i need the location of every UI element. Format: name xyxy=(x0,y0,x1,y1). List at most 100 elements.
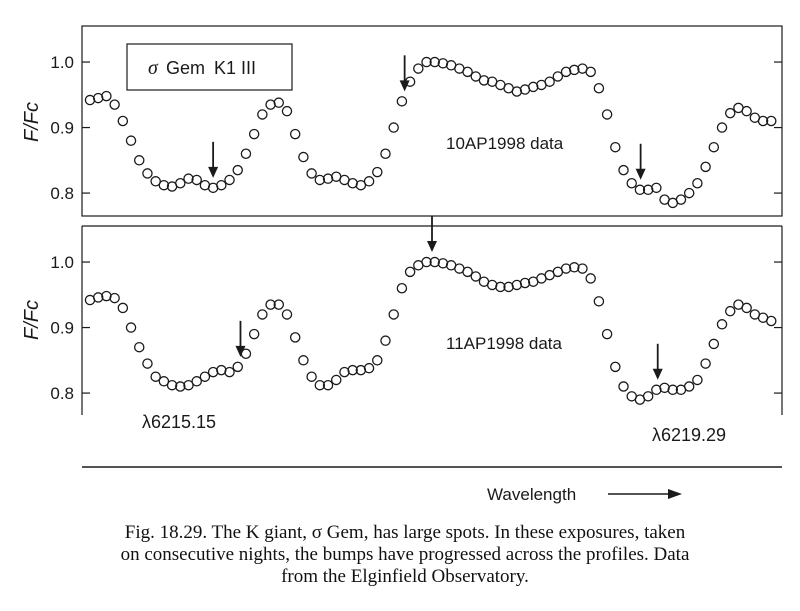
bottom-data-point xyxy=(273,299,285,310)
bottom-data-point xyxy=(92,292,104,303)
bottom-data-point xyxy=(306,371,317,382)
bottom-data-point xyxy=(560,263,572,274)
top-data-point xyxy=(642,184,654,196)
top-data-point xyxy=(610,141,621,153)
top-data-point xyxy=(741,105,752,117)
top-data-point xyxy=(585,66,596,78)
top-annotation: 10AP1998 data xyxy=(446,134,564,153)
bottom-ytick-label: 0.9 xyxy=(50,319,74,338)
top-ytick-label: 0.9 xyxy=(50,119,74,138)
bottom-bump-arrows xyxy=(235,216,663,380)
bottom-data-point xyxy=(519,277,531,289)
bottom-data-point xyxy=(388,309,399,320)
top-data-point xyxy=(757,115,769,127)
bottom-data-point xyxy=(183,379,194,391)
down-arrow-icon xyxy=(235,320,246,357)
bottom-data-point xyxy=(347,364,358,376)
bottom-data-point xyxy=(265,299,276,310)
bottom-data-point xyxy=(330,374,342,386)
top-data-point xyxy=(281,105,293,117)
top-data-point xyxy=(552,71,564,82)
caption-line-1: Fig. 18.29. The K giant, σ Gem, has larg… xyxy=(124,522,686,543)
top-data-point xyxy=(634,184,646,196)
top-data-point xyxy=(675,194,687,205)
down-arrow-icon xyxy=(635,143,646,180)
bottom-data-point xyxy=(462,266,473,278)
top-data-point xyxy=(216,179,227,191)
bottom-ytick-label: 0.8 xyxy=(50,384,74,403)
bottom-data-point xyxy=(700,358,711,369)
top-data-point xyxy=(355,179,367,191)
bottom-annotation: 11AP1998 data xyxy=(446,334,562,353)
top-data-point xyxy=(289,128,301,140)
top-data-point xyxy=(626,177,637,189)
top-data-point xyxy=(560,66,572,78)
bottom-data-point xyxy=(363,362,375,374)
top-data-point xyxy=(413,63,424,74)
top-data-point xyxy=(601,109,613,120)
bottom-data-point xyxy=(298,355,309,366)
top-data-point xyxy=(388,122,399,133)
bottom-data-points xyxy=(84,256,777,405)
top-data-point xyxy=(133,155,145,166)
top-data-point xyxy=(766,115,777,127)
top-data-point xyxy=(724,107,736,119)
bottom-data-point xyxy=(724,305,736,317)
bottom-data-point xyxy=(642,391,654,402)
bottom-data-point xyxy=(470,271,482,282)
top-ytick-label: 1.0 xyxy=(50,53,74,72)
down-arrow-icon xyxy=(427,216,437,253)
top-ytick-label: 0.8 xyxy=(50,184,74,203)
top-data-point xyxy=(298,151,309,163)
bottom-data-point xyxy=(593,296,605,307)
top-data-point xyxy=(306,168,317,179)
bottom-data-point xyxy=(741,302,752,314)
bottom-data-point xyxy=(511,279,523,291)
top-data-point xyxy=(527,81,539,93)
bottom-data-point xyxy=(692,374,703,386)
down-arrow-icon xyxy=(652,343,663,380)
down-arrow-icon xyxy=(399,55,410,92)
bottom-data-point xyxy=(109,292,120,304)
top-data-point xyxy=(470,71,482,82)
top-data-point xyxy=(363,176,375,187)
bottom-data-point xyxy=(404,266,416,278)
top-data-point xyxy=(117,115,129,127)
bottom-data-point xyxy=(248,328,260,340)
top-data-point xyxy=(478,75,490,86)
caption-line-3: from the Elginfield Observatory. xyxy=(281,566,529,587)
top-data-point xyxy=(462,66,473,78)
top-data-point xyxy=(183,173,194,184)
top-ylabel: F/Fc xyxy=(21,102,43,142)
top-data-point xyxy=(314,174,326,186)
legend-spectral-type: K1 III xyxy=(214,58,256,78)
top-data-point xyxy=(92,92,104,104)
bottom-data-point xyxy=(610,361,621,373)
top-data-point xyxy=(593,82,605,94)
top-data-point xyxy=(191,174,202,186)
legend-box xyxy=(126,43,293,91)
bottom-data-point xyxy=(199,371,211,382)
top-data-point xyxy=(101,90,112,102)
bottom-data-point xyxy=(437,258,449,269)
top-panel-frame xyxy=(81,25,783,217)
top-data-point xyxy=(265,99,276,110)
legend-star-symbol: σ xyxy=(148,57,159,79)
bottom-data-point xyxy=(101,290,112,302)
top-data-point xyxy=(158,179,170,191)
bottom-data-point xyxy=(125,322,137,333)
bottom-data-point xyxy=(495,281,506,293)
bottom-data-point xyxy=(289,332,301,343)
figure-caption: Fig. 18.29. The K giant, σ Gem, has larg… xyxy=(40,522,770,588)
top-data-point xyxy=(700,161,711,173)
bottom-data-point xyxy=(577,263,588,274)
bottom-data-point xyxy=(601,328,613,340)
top-data-point xyxy=(257,109,268,120)
bottom-data-point xyxy=(339,366,350,378)
bottom-data-point xyxy=(150,371,161,382)
bottom-data-point xyxy=(207,366,219,378)
top-data-point xyxy=(708,141,720,153)
top-data-point xyxy=(347,177,358,189)
top-data-points xyxy=(84,56,777,209)
